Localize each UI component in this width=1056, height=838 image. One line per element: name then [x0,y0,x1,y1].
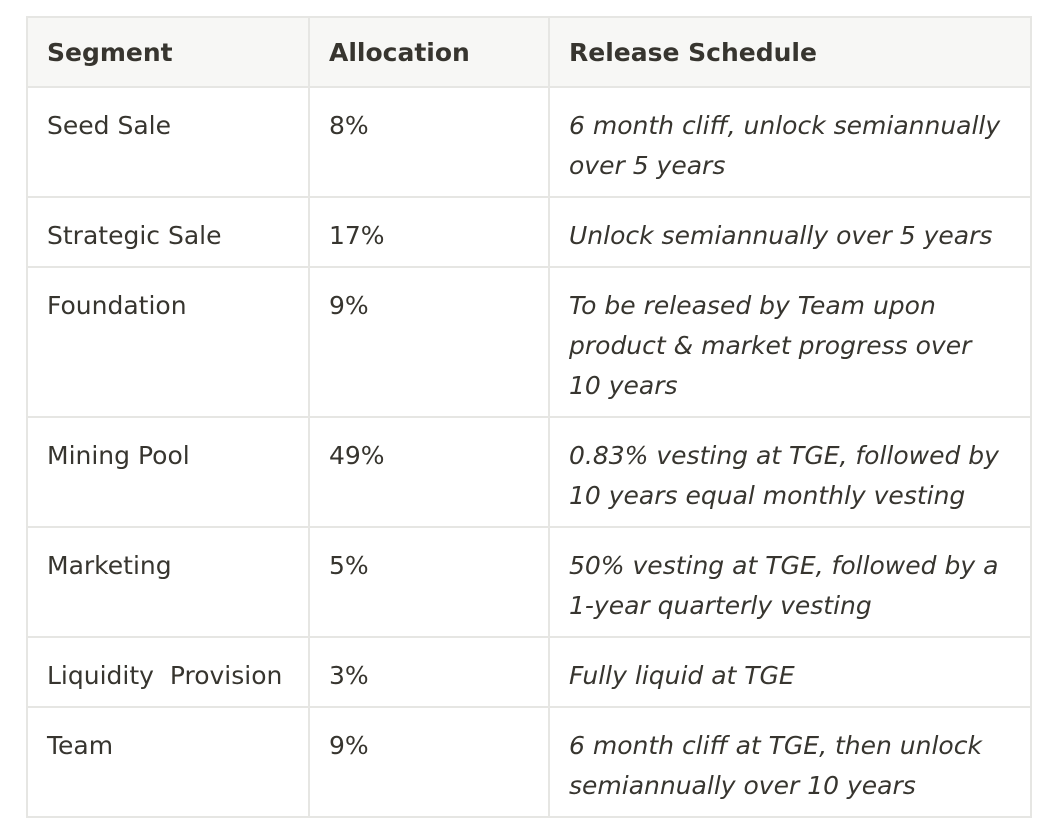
schedule-text: 0.83% vesting at TGE, followed by 10 yea… [569,441,999,510]
schedule-cell: 6 month cliff at TGE, then unlock semian… [548,706,1032,818]
allocation-text: 17% [329,221,385,250]
schedule-cell: Fully liquid at TGE [548,636,1032,708]
allocation-text: 9% [329,291,369,320]
allocation-cell: 8% [308,86,550,198]
segment-text: Marketing [47,551,172,580]
table-row: Mining Pool 49% 0.83% vesting at TGE, fo… [26,416,1032,528]
schedule-text: 6 month cliff, unlock semiannually over … [569,111,1001,180]
segment-text: Mining Pool [47,441,190,470]
schedule-text: Unlock semiannually over 5 years [569,221,993,250]
schedule-cell: Unlock semiannually over 5 years [548,196,1032,268]
segment-text: Strategic Sale [47,221,222,250]
allocation-text: 49% [329,441,385,470]
allocation-text: 5% [329,551,369,580]
table-row: Foundation 9% To be released by Team upo… [26,266,1032,418]
allocation-cell: 5% [308,526,550,638]
table-row: Team 9% 6 month cliff at TGE, then unloc… [26,706,1032,818]
segment-cell: Seed Sale [26,86,310,198]
schedule-text: Fully liquid at TGE [569,661,795,690]
segment-cell: Strategic Sale [26,196,310,268]
segment-cell: Foundation [26,266,310,418]
allocation-cell: 3% [308,636,550,708]
schedule-cell: To be released by Team upon product & ma… [548,266,1032,418]
segment-cell: Marketing [26,526,310,638]
schedule-cell: 6 month cliff, unlock semiannually over … [548,86,1032,198]
allocation-cell: 9% [308,706,550,818]
header-segment: Segment [26,16,310,88]
schedule-text: 50% vesting at TGE, followed by a 1-year… [569,551,999,620]
allocation-cell: 49% [308,416,550,528]
header-release-schedule: Release Schedule [548,16,1032,88]
schedule-text: To be released by Team upon product & ma… [569,291,972,400]
header-allocation: Allocation [308,16,550,88]
table-header-row: Segment Allocation Release Schedule [26,16,1032,88]
allocation-text: 9% [329,731,369,760]
allocation-cell: 9% [308,266,550,418]
table-row: Strategic Sale 17% Unlock semiannually o… [26,196,1032,268]
segment-text: Liquidity Provision [47,661,283,690]
segment-cell: Liquidity Provision [26,636,310,708]
segment-text: Team [47,731,114,760]
segment-cell: Mining Pool [26,416,310,528]
segment-text: Seed Sale [47,111,171,140]
allocation-cell: 17% [308,196,550,268]
table-row: Marketing 5% 50% vesting at TGE, followe… [26,526,1032,638]
segment-cell: Team [26,706,310,818]
allocation-text: 8% [329,111,369,140]
segment-text: Foundation [47,291,187,320]
schedule-text: 6 month cliff at TGE, then unlock semian… [569,731,982,800]
schedule-cell: 50% vesting at TGE, followed by a 1-year… [548,526,1032,638]
table-row: Liquidity Provision 3% Fully liquid at T… [26,636,1032,708]
allocation-text: 3% [329,661,369,690]
table-row: Seed Sale 8% 6 month cliff, unlock semia… [26,86,1032,198]
schedule-cell: 0.83% vesting at TGE, followed by 10 yea… [548,416,1032,528]
allocation-table: Segment Allocation Release Schedule Seed… [26,16,1032,818]
